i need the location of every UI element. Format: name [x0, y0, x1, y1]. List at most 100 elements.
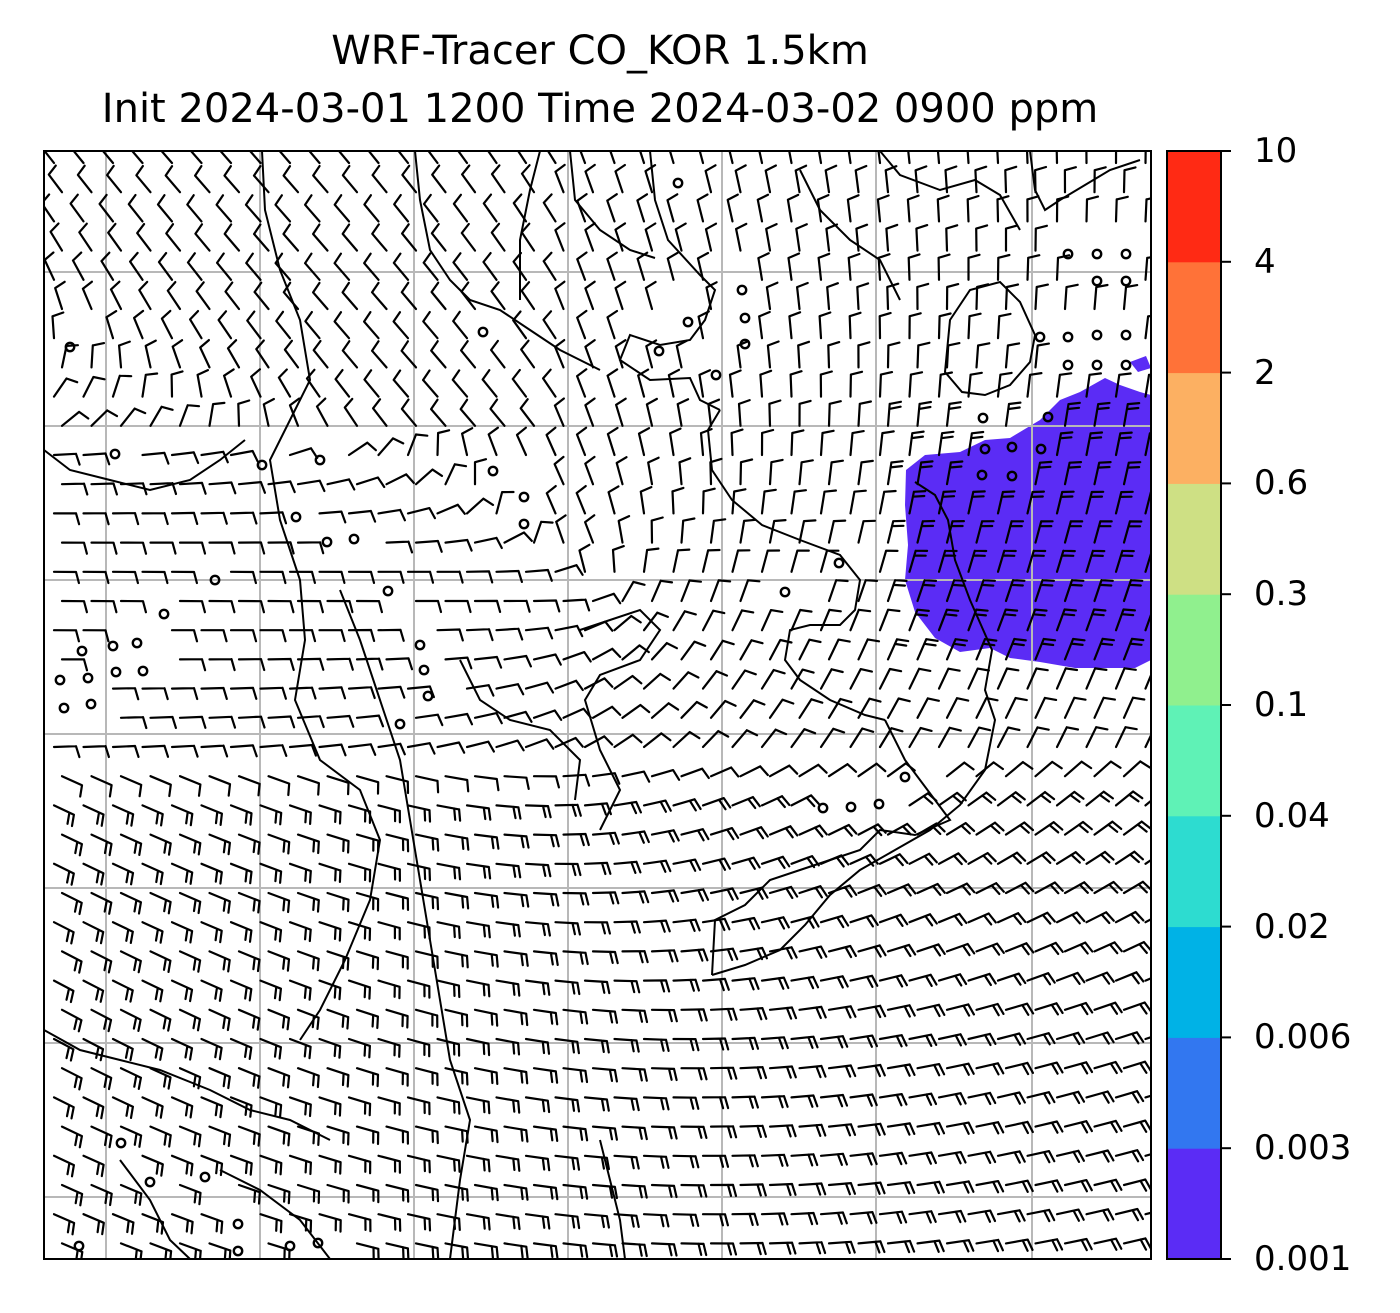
wind-barb	[701, 730, 730, 749]
wind-barb	[170, 1154, 194, 1177]
wind-barb	[916, 638, 939, 661]
wind-barb	[944, 165, 958, 194]
wind-barb	[216, 252, 233, 281]
wind-barb	[490, 339, 506, 369]
wind-barb	[996, 1150, 1026, 1164]
wind-barb	[562, 950, 589, 966]
wind-barb	[304, 252, 321, 281]
wind-barb	[1122, 820, 1151, 836]
wind-barb	[60, 1125, 83, 1149]
wind-barb	[1063, 760, 1093, 778]
colorbar-segment-6	[1167, 483, 1221, 595]
wind-barb	[253, 223, 270, 252]
wind-barb	[532, 1125, 559, 1142]
wind-barb	[465, 740, 495, 753]
wind-barb	[60, 1183, 84, 1207]
wind-barb	[304, 310, 321, 340]
wind-barb	[318, 570, 346, 584]
wind-barb	[283, 339, 300, 369]
calm-wind-circle	[394, 718, 406, 730]
wind-barb	[119, 833, 143, 856]
wind-barb	[790, 855, 820, 869]
calm-wind-circle	[1062, 248, 1074, 260]
wind-barb	[200, 629, 228, 643]
wind-barb	[562, 1183, 589, 1200]
wind-barb	[400, 398, 418, 427]
wind-barb	[621, 830, 650, 844]
wind-barb	[401, 223, 418, 252]
wind-barb	[827, 944, 857, 959]
wind-barb	[650, 1125, 678, 1140]
wind-barb	[1063, 1179, 1093, 1193]
wind-barb	[945, 1239, 975, 1253]
wind-barb	[699, 428, 713, 457]
wind-barb	[512, 193, 528, 223]
wind-barb	[886, 1004, 916, 1018]
wind-barb	[672, 1154, 700, 1169]
wind-barb	[430, 340, 447, 369]
wind-barb	[908, 549, 929, 573]
wind-barb	[194, 223, 211, 252]
wind-barb	[1085, 726, 1109, 749]
wind-barb	[819, 1035, 849, 1049]
wind-barb	[229, 1154, 253, 1176]
wind-barb	[296, 1125, 320, 1146]
wind-barb	[414, 775, 440, 794]
wind-barb	[819, 370, 833, 398]
wind-barb	[591, 592, 622, 605]
wind-barb	[82, 1037, 105, 1062]
wind-barb	[495, 862, 522, 879]
wind-barb	[141, 804, 164, 827]
wind-barb	[583, 1213, 610, 1229]
wind-barb	[672, 858, 702, 872]
wind-barb	[315, 397, 329, 427]
wind-barb	[532, 599, 561, 613]
wind-barb	[1093, 941, 1123, 955]
wind-barb	[642, 1096, 670, 1111]
wind-barb	[495, 739, 525, 752]
wind-barb	[259, 511, 288, 525]
calm-wind-circle	[976, 469, 988, 481]
wind-barb	[436, 1096, 461, 1115]
wind-barb	[609, 151, 616, 165]
wind-barb	[680, 828, 710, 842]
wind-barb	[1063, 820, 1093, 836]
wind-barb	[825, 223, 839, 252]
wind-barb	[90, 1125, 113, 1149]
wind-barb	[170, 1213, 194, 1235]
wind-barb	[827, 519, 847, 544]
wind-barb	[377, 1154, 401, 1174]
wind-barb	[642, 547, 660, 573]
wind-barb	[731, 669, 757, 690]
wind-barb	[562, 1008, 589, 1025]
wind-barb	[44, 193, 56, 223]
wind-barb	[237, 715, 266, 729]
wind-barb	[578, 543, 591, 573]
wind-barb	[645, 397, 658, 427]
wind-barb	[52, 979, 75, 1004]
wind-barb	[288, 1154, 312, 1176]
wind-barb	[1063, 166, 1077, 194]
wind-barb	[996, 851, 1027, 865]
wind-barb	[406, 1154, 431, 1174]
wind-barb	[798, 945, 828, 959]
wind-barb	[554, 921, 581, 936]
wind-barb	[208, 658, 236, 672]
wind-barb	[495, 921, 521, 938]
wind-barb	[259, 1096, 283, 1118]
wind-barb	[613, 920, 641, 934]
wind-barb	[267, 480, 296, 494]
wind-barb	[170, 862, 194, 885]
wind-barb	[698, 151, 705, 165]
wind-barb	[119, 482, 148, 496]
wind-barb	[650, 579, 674, 603]
wind-barb	[768, 458, 784, 486]
wind-barb	[857, 519, 876, 544]
wind-barb	[503, 1067, 529, 1085]
wind-barb	[768, 399, 782, 427]
wind-barb	[1122, 520, 1143, 544]
wind-barb	[908, 1151, 937, 1165]
wind-barb	[915, 224, 929, 252]
wind-barb	[680, 1242, 708, 1257]
wind-barb	[1055, 1031, 1086, 1046]
